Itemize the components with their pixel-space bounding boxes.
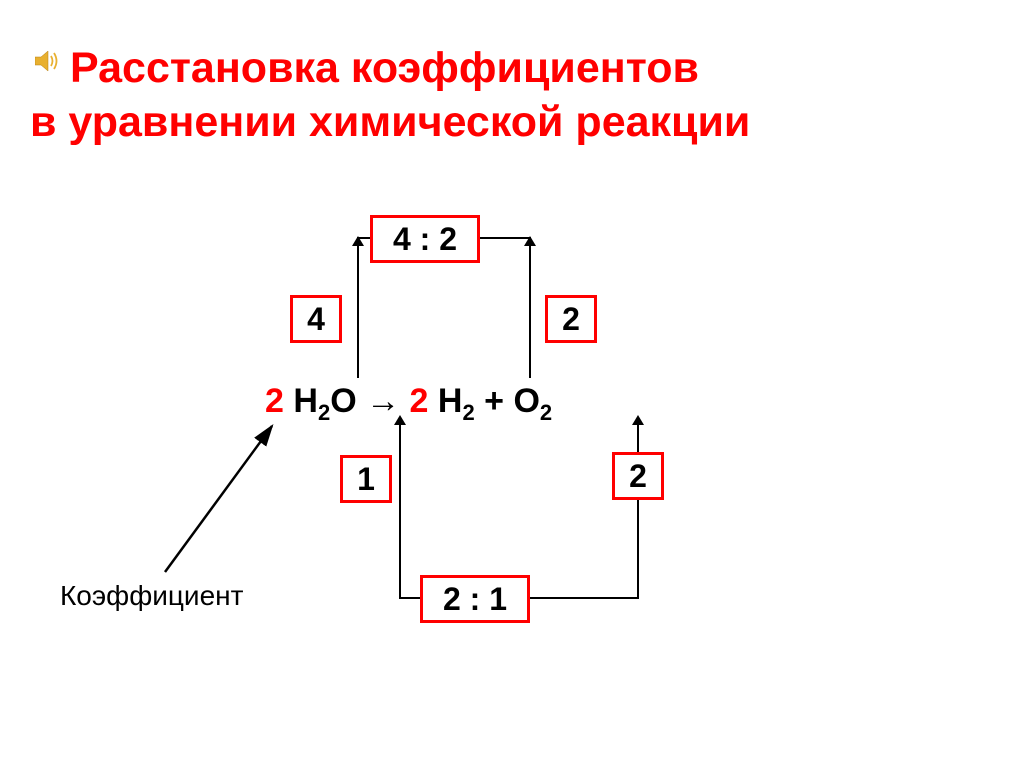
title-line2: в уравнении химической реакции xyxy=(30,96,994,150)
count-box-o-right: 2 xyxy=(612,452,664,500)
arrow-segment xyxy=(399,422,401,598)
coefficient-label-text: Коэффициент xyxy=(60,580,243,611)
count-box-o-left: 1 xyxy=(340,455,392,503)
count-o-right-text: 2 xyxy=(629,458,647,495)
ratio-box-bottom: 2 : 1 xyxy=(420,575,530,623)
count-box-h-left: 4 xyxy=(290,295,342,343)
arrow-segment xyxy=(529,238,531,378)
arrow-head xyxy=(632,415,644,425)
ratio-bottom-text: 2 : 1 xyxy=(443,581,507,618)
chemical-equation: 2 H2O → 2 H2 + O2 xyxy=(265,382,552,426)
title-line1: Расстановка коэффициентов xyxy=(30,44,699,92)
ratio-box-top: 4 : 2 xyxy=(370,215,480,263)
page-title: Расстановка коэффициентов в уравнении хи… xyxy=(30,42,994,150)
coefficient-label: Коэффициент xyxy=(60,580,243,612)
count-h-left-text: 4 xyxy=(307,301,325,338)
arrow-segment xyxy=(357,238,359,378)
arrow-segment xyxy=(637,422,639,598)
count-box-h-right: 2 xyxy=(545,295,597,343)
diagram: 4 : 2 4 2 1 2 2 : 1 2 H2O → 2 H2 + O2 Ко… xyxy=(0,190,1024,730)
ratio-top-text: 4 : 2 xyxy=(393,221,457,258)
count-o-left-text: 1 xyxy=(357,461,375,498)
count-h-right-text: 2 xyxy=(562,301,580,338)
